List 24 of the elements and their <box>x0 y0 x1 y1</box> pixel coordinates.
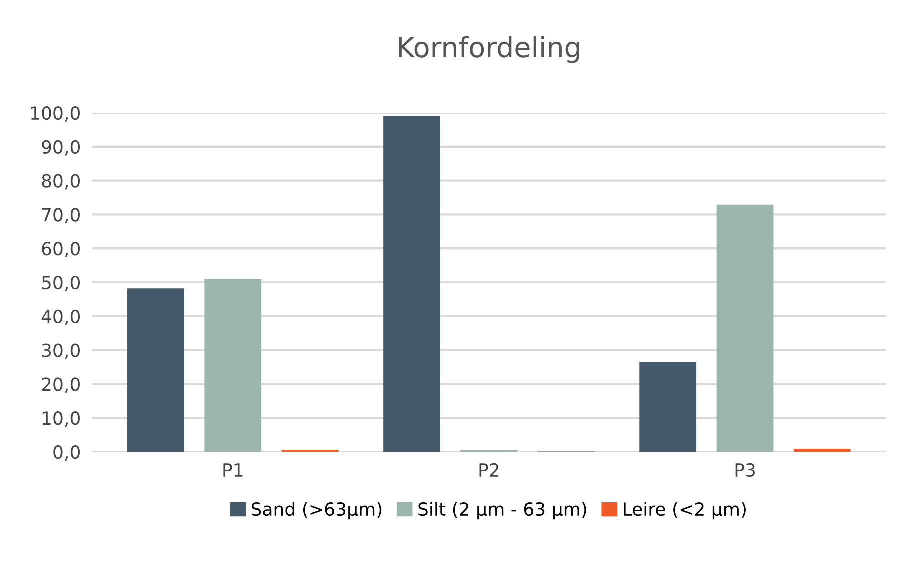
bar <box>204 279 262 452</box>
bar <box>640 362 697 452</box>
legend-label: Sand (>63µm) <box>252 502 382 520</box>
x-tick-label: P2 <box>480 463 499 477</box>
bar <box>794 448 851 452</box>
y-tick-label: 10,0 <box>42 412 80 428</box>
legend-label: Silt (2 µm - 63 µm) <box>418 502 586 520</box>
y-tick-label: 90,0 <box>42 140 80 156</box>
legend-label: Leire (<2 µm) <box>624 502 746 520</box>
y-tick-label: 0,0 <box>54 445 80 461</box>
y-tick-label: 30,0 <box>42 344 80 360</box>
bar <box>716 204 774 452</box>
y-tick-label: 40,0 <box>42 310 80 326</box>
y-tick-label: 60,0 <box>42 242 80 258</box>
bar <box>128 288 184 452</box>
y-tick-label: 50,0 <box>42 276 80 292</box>
x-tick-label: P3 <box>736 463 755 478</box>
y-tick-label: 70,0 <box>42 208 80 224</box>
y-tick-label: 100,0 <box>31 106 80 122</box>
y-tick-label: 80,0 <box>42 174 80 190</box>
y-tick-label: 20,0 <box>42 378 80 394</box>
bar <box>384 116 440 452</box>
chart-title: Kornfordeling <box>399 36 580 64</box>
x-tick-label: P1 <box>224 464 243 477</box>
